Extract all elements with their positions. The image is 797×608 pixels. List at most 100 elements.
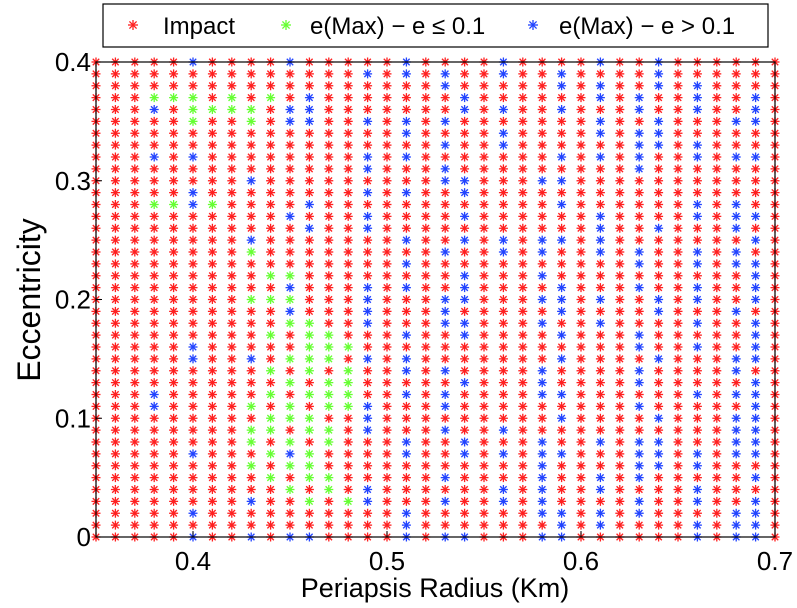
red-point (576, 520, 586, 530)
red-point (654, 271, 664, 281)
red-point (421, 437, 431, 447)
red-point (246, 259, 256, 269)
red-point (149, 116, 159, 126)
red-point (518, 449, 528, 459)
red-point (188, 496, 198, 506)
red-point (460, 354, 470, 364)
red-point (537, 211, 547, 221)
red-point (479, 366, 489, 376)
red-point (712, 318, 722, 328)
red-point (479, 496, 489, 506)
red-point (207, 318, 217, 328)
red-point (673, 461, 683, 471)
red-point (149, 211, 159, 221)
red-point (654, 93, 664, 103)
red-point (615, 140, 625, 150)
red-point (363, 200, 373, 209)
red-point (110, 200, 120, 209)
red-point (537, 354, 547, 364)
red-point (712, 485, 722, 494)
red-point (207, 401, 217, 411)
red-point (440, 200, 450, 209)
red-point (460, 152, 470, 162)
green-point (285, 318, 295, 328)
red-point (169, 449, 179, 459)
red-point (246, 93, 256, 103)
red-point (188, 473, 198, 483)
red-point (401, 342, 411, 352)
red-point (498, 401, 508, 411)
red-point (324, 200, 334, 209)
red-point (421, 259, 431, 269)
red-point (537, 223, 547, 233)
red-point (731, 330, 741, 340)
red-point (169, 401, 179, 411)
red-point (712, 496, 722, 506)
red-point (460, 508, 470, 518)
red-point (130, 496, 140, 506)
red-point (498, 295, 508, 304)
blue-point (440, 176, 450, 186)
red-point (576, 449, 586, 459)
red-point (654, 200, 664, 209)
red-point (673, 81, 683, 91)
red-point (751, 81, 761, 91)
red-point (207, 449, 217, 459)
red-point (479, 342, 489, 352)
red-point (518, 508, 528, 518)
red-point (518, 283, 528, 293)
green-point (285, 295, 295, 304)
y-tick-label: 0.2 (55, 285, 91, 315)
red-point (227, 342, 237, 352)
red-point (479, 235, 489, 245)
green-point (285, 485, 295, 494)
red-point (110, 425, 120, 435)
x-axis-label: Periapsis Radius (Km) (301, 573, 570, 603)
blue-point (460, 318, 470, 328)
blue-point (557, 105, 567, 114)
red-point (285, 342, 295, 352)
red-point (246, 283, 256, 293)
red-point (169, 69, 179, 79)
red-point (440, 128, 450, 138)
red-point (363, 437, 373, 447)
red-point (149, 247, 159, 257)
red-point (130, 259, 140, 269)
red-point (169, 283, 179, 293)
red-point (382, 271, 392, 281)
blue-point (557, 413, 567, 423)
blue-point (363, 306, 373, 316)
red-point (382, 283, 392, 293)
red-point (324, 223, 334, 233)
red-point (188, 164, 198, 174)
red-point (576, 223, 586, 233)
blue-point (731, 354, 741, 364)
red-point (266, 485, 276, 494)
red-point (460, 520, 470, 530)
red-point (266, 200, 276, 209)
red-point (731, 93, 741, 103)
blue-point (634, 496, 644, 506)
red-point (246, 318, 256, 328)
green-point (324, 437, 334, 447)
blue-point (634, 461, 644, 471)
red-point (227, 247, 237, 257)
legend: Impact e(Max) − e ≤ 0.1 e(Max) − e > 0.1 (102, 3, 769, 48)
red-point (188, 259, 198, 269)
red-point (382, 247, 392, 257)
red-point (266, 188, 276, 198)
red-point (401, 247, 411, 257)
red-point (149, 342, 159, 352)
blue-point (595, 152, 605, 162)
red-point (615, 425, 625, 435)
red-point (401, 401, 411, 411)
red-point (634, 390, 644, 399)
red-point (169, 188, 179, 198)
blue-point (751, 473, 761, 483)
blue-point (634, 508, 644, 518)
red-point (207, 259, 217, 269)
red-point (207, 164, 217, 174)
red-point (518, 318, 528, 328)
red-point (246, 306, 256, 316)
green-point (227, 93, 237, 103)
